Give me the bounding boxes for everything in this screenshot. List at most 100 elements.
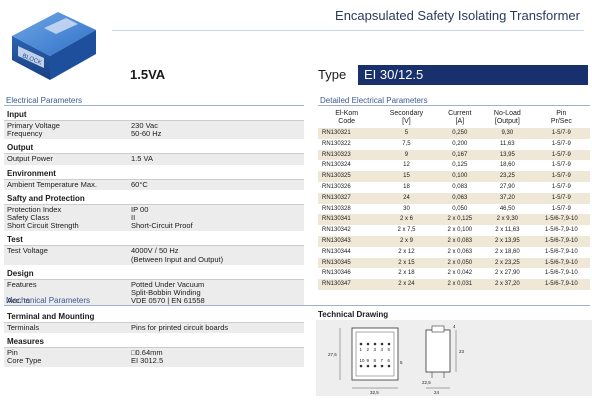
document-title: Encapsulated Safety Isolating Transforme… bbox=[335, 8, 580, 23]
parameter-row: Core Type EI 3012.5 bbox=[7, 357, 304, 365]
parameter-label: Core Type bbox=[7, 356, 42, 366]
side-height-label: 23 bbox=[459, 349, 465, 354]
table-cell: RN130326 bbox=[318, 181, 376, 193]
parameter-label: Short Circuit Strength bbox=[7, 221, 79, 231]
table-row: RN130346 2 x 18 2 x 0,042 2 x 27,90 1-5/6-7,… bbox=[318, 268, 590, 280]
parameter-row: Split-Bobbin Winding bbox=[7, 288, 304, 297]
side-pin-label: 22,5 bbox=[422, 380, 431, 385]
parameter-label: Primary Voltage bbox=[7, 121, 60, 130]
table-cell: 0,100 bbox=[437, 171, 483, 182]
spec-bar: 1.5VA Type EI 30/12.5 bbox=[108, 65, 588, 85]
pin-dot bbox=[380, 364, 384, 368]
group-rows: Primary Voltage 230 Vac Frequency 50-60 Hz bbox=[4, 121, 304, 140]
group-heading: Measures bbox=[4, 334, 304, 349]
parameter-label bbox=[7, 256, 131, 264]
parameter-label: Frequency bbox=[7, 129, 43, 139]
parameter-row: Terminals Pins for printed circuit boards bbox=[7, 323, 304, 332]
side-depth-label: 24 bbox=[434, 390, 440, 395]
table-cell: 2 x 0,100 bbox=[437, 225, 483, 236]
column-header-line: [V] bbox=[402, 117, 411, 125]
table-cell: 1-5/6-7,9-10 bbox=[532, 214, 590, 226]
table-cell: 2 x 27,90 bbox=[482, 268, 533, 280]
parameter-row: Pin □0.64mm bbox=[7, 348, 304, 357]
electrical-parameters: Input Primary Voltage 230 Vac Frequency 50-6… bbox=[4, 106, 304, 307]
table-cell: 0,083 bbox=[437, 181, 483, 193]
table-cell: RN130322 bbox=[318, 138, 376, 150]
table-cell: 0,250 bbox=[437, 128, 483, 139]
table-cell: 18,60 bbox=[482, 160, 533, 172]
parameter-label: Safety Class bbox=[7, 213, 50, 223]
pin-dot bbox=[380, 342, 384, 346]
parameter-value: EI 3012.5 bbox=[131, 356, 164, 366]
parameter-row: Output Power 1.5 VA bbox=[7, 155, 304, 163]
table-cell: 2 x 18,60 bbox=[482, 246, 533, 258]
group-rows: Protection Index IP 00 Safety Class II Short… bbox=[4, 204, 304, 232]
table-cell: 2 x 0,083 bbox=[437, 235, 483, 247]
group-rows: Output Power 1.5 VA bbox=[4, 154, 304, 165]
pin-dot bbox=[366, 342, 370, 346]
parameter-label: Ambient Temperature Max. bbox=[7, 179, 97, 189]
group-rows: Features Potted Under Vacuum Split-Bobbin … bbox=[4, 279, 304, 307]
pin-spacing-label: 5 bbox=[400, 360, 403, 365]
table-cell: 1-5/7-9 bbox=[532, 203, 590, 215]
table-row: RN130328 30 0,050 46,50 1-5/7-9 bbox=[318, 203, 590, 215]
table-cell: RN130321 bbox=[318, 128, 376, 139]
table-cell: 46,50 bbox=[482, 203, 533, 215]
technical-drawing-title: Technical Drawing bbox=[318, 310, 389, 319]
column-header: No-Load [Output] bbox=[482, 108, 533, 128]
table-cell: RN130344 bbox=[318, 246, 376, 258]
parameter-value: 60°C bbox=[131, 179, 148, 189]
table-cell: 1-5/7-9 bbox=[532, 160, 590, 172]
group-heading: Terminal and Mounting bbox=[4, 309, 304, 323]
pin-number: 5 bbox=[388, 347, 391, 352]
pin-number: 6 bbox=[388, 358, 391, 363]
pin-dot bbox=[373, 342, 377, 346]
table-cell: 2 x 9 bbox=[375, 235, 438, 247]
table-cell: 23,25 bbox=[482, 171, 533, 182]
pin-dot bbox=[366, 364, 370, 368]
table-cell: RN130343 bbox=[318, 235, 376, 247]
table-cell: 2 x 9,30 bbox=[482, 214, 533, 226]
parameter-row: Frequency 50-60 Hz bbox=[7, 129, 304, 139]
group-heading: Input bbox=[4, 107, 304, 121]
table-cell: 24 bbox=[375, 192, 438, 204]
group-heading: Design bbox=[4, 266, 304, 280]
front-view-inner bbox=[355, 331, 395, 377]
detailed-section-title: Detailed Electrical Parameters bbox=[320, 96, 428, 105]
table-cell: RN130342 bbox=[318, 225, 376, 236]
table-cell: 2 x 11,63 bbox=[482, 225, 533, 236]
table-row: RN130342 2 x 7,5 2 x 0,100 2 x 11,63 1-5/6-7… bbox=[318, 225, 590, 236]
column-header: Secondary [V] bbox=[375, 108, 437, 128]
table-row: RN130321 5 0,250 9,30 1-5/7-9 bbox=[318, 128, 590, 139]
column-header-line: Code bbox=[338, 117, 356, 125]
parameter-row: Features Potted Under Vacuum bbox=[7, 280, 304, 289]
table-cell: 1-5/6-7,9-10 bbox=[532, 268, 590, 280]
table-row: RN130345 2 x 15 2 x 0,050 2 x 23,25 1-5/6-7,… bbox=[318, 257, 590, 269]
table-row: RN130322 7,5 0,200 11,63 1-5/7-9 bbox=[318, 138, 590, 150]
pin-number: 7 bbox=[381, 358, 384, 363]
parameter-value: II bbox=[131, 213, 136, 223]
side-view-cap bbox=[431, 325, 445, 333]
table-row: RN130347 2 x 24 2 x 0,031 2 x 37,20 1-5/6-7,… bbox=[318, 279, 590, 290]
table-cell: 2 x 15 bbox=[375, 257, 438, 269]
parameter-value: 50-60 Hz bbox=[131, 129, 162, 139]
side-view-body bbox=[425, 329, 451, 373]
table-cell: 15 bbox=[375, 171, 438, 182]
power-rating: 1.5VA bbox=[108, 65, 298, 85]
table-cell: 18 bbox=[375, 181, 438, 193]
mechanical-parameters: Terminal and Mounting Terminals Pins for p… bbox=[4, 308, 304, 367]
group-rows: Test Voltage 4000V / 50 Hz (Between Input … bbox=[4, 246, 304, 265]
group-heading: Test bbox=[4, 232, 304, 247]
table-cell: 9,30 bbox=[482, 128, 533, 139]
table-cell: 2 x 0,050 bbox=[437, 257, 483, 269]
parameter-row: Acc. to VDE 0570 | EN 61558 bbox=[7, 297, 304, 305]
table-cell: 0,050 bbox=[437, 203, 483, 215]
table-cell: 0,200 bbox=[437, 138, 483, 150]
table-cell: 30 bbox=[375, 203, 438, 215]
pin-dot bbox=[373, 364, 377, 368]
table-cell: RN130345 bbox=[318, 257, 376, 269]
column-header-line: [A] bbox=[455, 117, 465, 125]
detailed-parameters-table: El-Kom Code Secondary [V] Current [A] No-Load[… bbox=[318, 108, 590, 290]
